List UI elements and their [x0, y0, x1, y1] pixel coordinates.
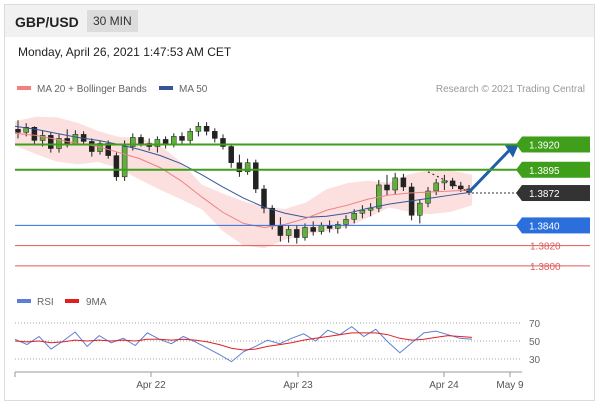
ma20-line — [14, 132, 473, 228]
candle-body — [244, 162, 251, 173]
candle-body — [417, 202, 423, 216]
candle-body — [351, 213, 357, 220]
candle-body — [220, 138, 226, 147]
level-tag-1.3840 — [522, 217, 590, 234]
candle-body — [261, 188, 267, 209]
copyright-text: Research © 2021 Trading Central — [436, 84, 585, 95]
bollinger-band — [15, 116, 472, 249]
candle-body — [269, 207, 275, 226]
rsi-tick-label-70: 70 — [529, 319, 541, 330]
candle-body — [113, 155, 120, 178]
candle-body — [121, 146, 128, 178]
candle-body — [187, 131, 193, 141]
level-tag-pointer-1.3895 — [516, 161, 522, 178]
rsi-tick-label-30: 30 — [529, 355, 541, 366]
level-label-1.3895: 1.3895 — [529, 166, 560, 177]
level-label-1.3820: 1.3820 — [530, 242, 561, 253]
level-tag-1.3872 — [522, 185, 590, 202]
candle-body — [253, 162, 259, 190]
ma9-legend-label: 9MA — [86, 297, 107, 308]
rsi-legend-swatch — [17, 299, 31, 303]
ma50-line — [14, 125, 473, 218]
candle-body — [441, 180, 448, 184]
candle-body — [318, 225, 325, 232]
candle-body — [400, 177, 407, 188]
candle-body — [343, 219, 349, 225]
level-tag-1.3895 — [522, 161, 590, 178]
candle-body — [39, 135, 46, 141]
candle-body — [23, 127, 29, 133]
candle-body — [310, 227, 316, 232]
level-tag-pointer-1.3840 — [516, 217, 522, 234]
level-label-1.3840: 1.3840 — [529, 221, 560, 232]
ma20-legend-swatch — [17, 86, 31, 90]
candle-body — [294, 229, 300, 238]
candle-body — [277, 225, 284, 236]
level-tag-pointer-1.3920 — [516, 136, 522, 153]
ma50-legend-swatch — [159, 86, 173, 90]
candle-body — [359, 209, 366, 214]
level-label-1.3872: 1.3872 — [529, 189, 560, 200]
candle-body — [433, 182, 439, 192]
candle-body — [425, 190, 431, 204]
forecast-arrow-head — [505, 143, 519, 158]
candle-body — [195, 126, 202, 132]
chart-header: GBP/USD 30 MIN — [5, 5, 594, 37]
rsi-tick-label-50: 50 — [529, 337, 541, 348]
candle-body — [171, 136, 177, 145]
timeframe-badge[interactable]: 30 MIN — [87, 10, 138, 32]
level-label-1.3920: 1.3920 — [529, 140, 560, 151]
candle-body — [130, 137, 136, 147]
level-label-1.3800: 1.3800 — [530, 262, 561, 273]
timestamp: Monday, April 26, 2021 1:47:53 AM CET — [18, 45, 232, 59]
candle-body — [302, 227, 308, 238]
x-tick-label-Apr-22: Apr 22 — [136, 380, 166, 391]
candle-body — [154, 139, 161, 147]
candle-body — [89, 141, 95, 152]
candle-body — [15, 129, 21, 133]
candle-body — [449, 180, 456, 187]
9ma-line — [14, 332, 473, 351]
ma20-legend-label: MA 20 + Bollinger Bands — [37, 84, 147, 95]
candle-body — [56, 138, 62, 149]
rsi-legend-label: RSI — [37, 297, 54, 308]
symbol-title: GBP/USD — [15, 14, 79, 30]
candle-body — [392, 177, 398, 191]
ma9-legend-swatch — [65, 299, 79, 303]
candle-body — [179, 136, 185, 141]
x-tick-label-Apr-23: Apr 23 — [283, 380, 313, 391]
candle-body — [335, 224, 341, 229]
candle-body — [72, 134, 79, 144]
candle-body — [384, 184, 390, 191]
candle-body — [212, 131, 218, 139]
candle-body — [285, 229, 292, 236]
candle-body — [236, 162, 243, 173]
candle-body — [31, 127, 38, 141]
level-tag-1.3920 — [522, 136, 590, 153]
ma50-legend-label: MA 50 — [179, 84, 208, 95]
rsi-line — [14, 325, 473, 363]
candle-body — [228, 146, 234, 163]
x-tick-label-Apr-24: Apr 24 — [429, 380, 459, 391]
x-tick-label-May-9: May 9 — [496, 380, 524, 391]
level-tag-pointer-1.3872 — [516, 185, 522, 202]
candle-body — [48, 135, 54, 149]
candle-body — [138, 137, 144, 144]
candle-body — [203, 126, 210, 132]
